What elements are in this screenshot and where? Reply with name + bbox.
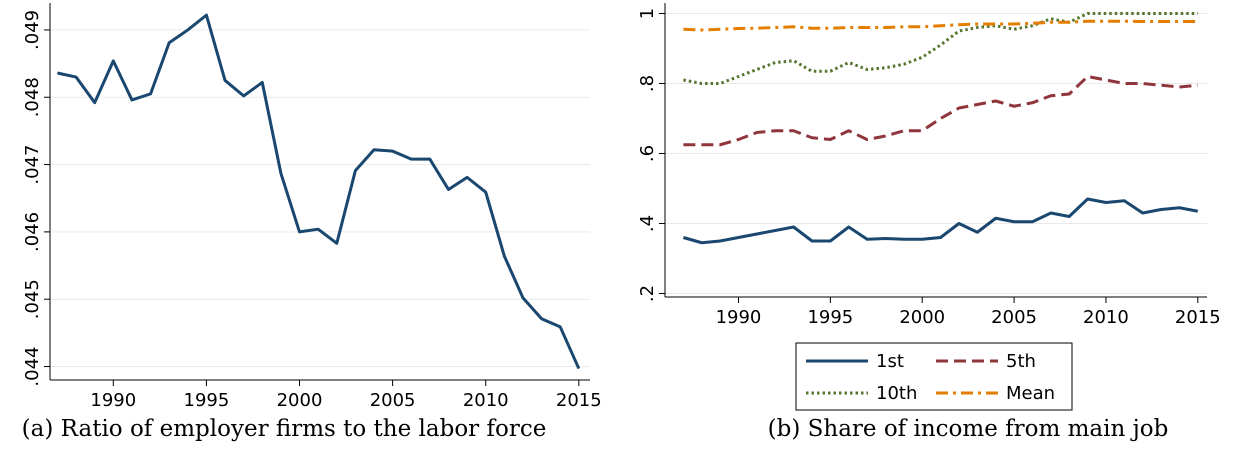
y-tick-label: .048 — [22, 77, 43, 117]
x-tick-label: 2005 — [370, 390, 416, 411]
data-line — [682, 197, 1199, 245]
y-tick-label: .6 — [637, 145, 658, 162]
data-line — [57, 13, 581, 370]
y-tick-label: .4 — [637, 215, 658, 232]
y-tick-label: .8 — [637, 75, 658, 92]
x-tick-label: 1990 — [716, 307, 762, 328]
legend-label: 5th — [1006, 351, 1036, 372]
y-tick-label: 1 — [637, 8, 658, 19]
x-tick-label: 2000 — [277, 390, 323, 411]
caption: (b) Share of income from main job — [768, 416, 1169, 442]
y-tick-label: .045 — [22, 279, 43, 319]
x-tick-label: 1995 — [807, 307, 853, 328]
legend-label: Mean — [1006, 383, 1055, 404]
x-tick-label: 2000 — [899, 307, 945, 328]
data-line — [683, 19, 1198, 32]
x-tick-label: 2015 — [556, 390, 602, 411]
x-tick-label: 2010 — [463, 390, 509, 411]
data-line — [683, 12, 1198, 85]
x-tick-label: 2010 — [1083, 307, 1129, 328]
x-tick-label: 1990 — [90, 390, 136, 411]
x-tick-label: 2015 — [1175, 307, 1221, 328]
data-line — [683, 75, 1198, 147]
x-tick-label: 2005 — [991, 307, 1037, 328]
legend-box — [795, 342, 1073, 411]
y-tick-label: .046 — [22, 212, 43, 252]
y-tick-label: .044 — [22, 346, 43, 386]
caption: (a) Ratio of employer firms to the labor… — [22, 416, 547, 442]
y-tick-label: .049 — [22, 10, 43, 50]
y-tick-label: .2 — [637, 285, 658, 302]
y-tick-label: .047 — [22, 145, 43, 185]
legend-label: 1st — [876, 351, 904, 372]
legend-label: 10th — [876, 383, 917, 404]
x-tick-label: 1995 — [184, 390, 230, 411]
